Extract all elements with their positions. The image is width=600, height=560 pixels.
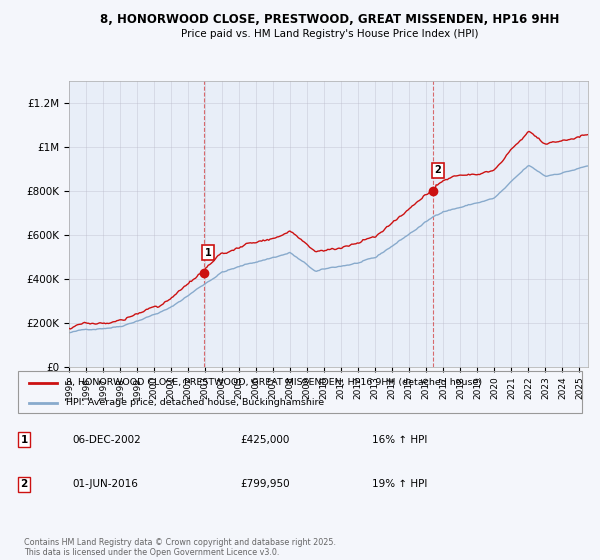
Text: Contains HM Land Registry data © Crown copyright and database right 2025.
This d: Contains HM Land Registry data © Crown c… (24, 538, 336, 557)
Text: HPI: Average price, detached house, Buckinghamshire: HPI: Average price, detached house, Buck… (66, 398, 324, 407)
Text: Price paid vs. HM Land Registry's House Price Index (HPI): Price paid vs. HM Land Registry's House … (181, 29, 479, 39)
Text: £425,000: £425,000 (240, 435, 289, 445)
Text: 2: 2 (20, 479, 28, 489)
Text: 1: 1 (20, 435, 28, 445)
Text: 8, HONORWOOD CLOSE, PRESTWOOD, GREAT MISSENDEN, HP16 9HH: 8, HONORWOOD CLOSE, PRESTWOOD, GREAT MIS… (100, 13, 560, 26)
Text: 16% ↑ HPI: 16% ↑ HPI (372, 435, 427, 445)
Text: 8, HONORWOOD CLOSE, PRESTWOOD, GREAT MISSENDEN, HP16 9HH (detached house): 8, HONORWOOD CLOSE, PRESTWOOD, GREAT MIS… (66, 378, 482, 387)
Text: 1: 1 (205, 248, 211, 258)
Text: 2: 2 (434, 165, 441, 175)
Text: £799,950: £799,950 (240, 479, 290, 489)
Text: 01-JUN-2016: 01-JUN-2016 (72, 479, 138, 489)
Text: 06-DEC-2002: 06-DEC-2002 (72, 435, 141, 445)
Text: 19% ↑ HPI: 19% ↑ HPI (372, 479, 427, 489)
